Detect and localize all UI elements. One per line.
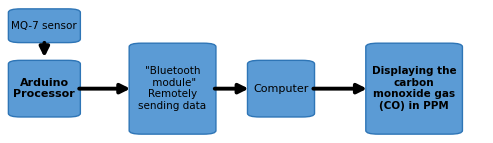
FancyBboxPatch shape	[8, 9, 80, 43]
Text: MQ-7 sensor: MQ-7 sensor	[11, 21, 77, 31]
FancyBboxPatch shape	[8, 60, 80, 117]
Text: "Bluetooth
 module"
Remotely
sending data: "Bluetooth module" Remotely sending data	[139, 66, 207, 111]
FancyBboxPatch shape	[366, 43, 462, 134]
FancyBboxPatch shape	[247, 60, 315, 117]
Text: Arduino
Processor: Arduino Processor	[13, 78, 75, 100]
Text: Computer: Computer	[253, 84, 309, 94]
FancyBboxPatch shape	[129, 43, 216, 134]
Text: Displaying the
carbon
monoxide gas
(CO) in PPM: Displaying the carbon monoxide gas (CO) …	[372, 66, 457, 111]
